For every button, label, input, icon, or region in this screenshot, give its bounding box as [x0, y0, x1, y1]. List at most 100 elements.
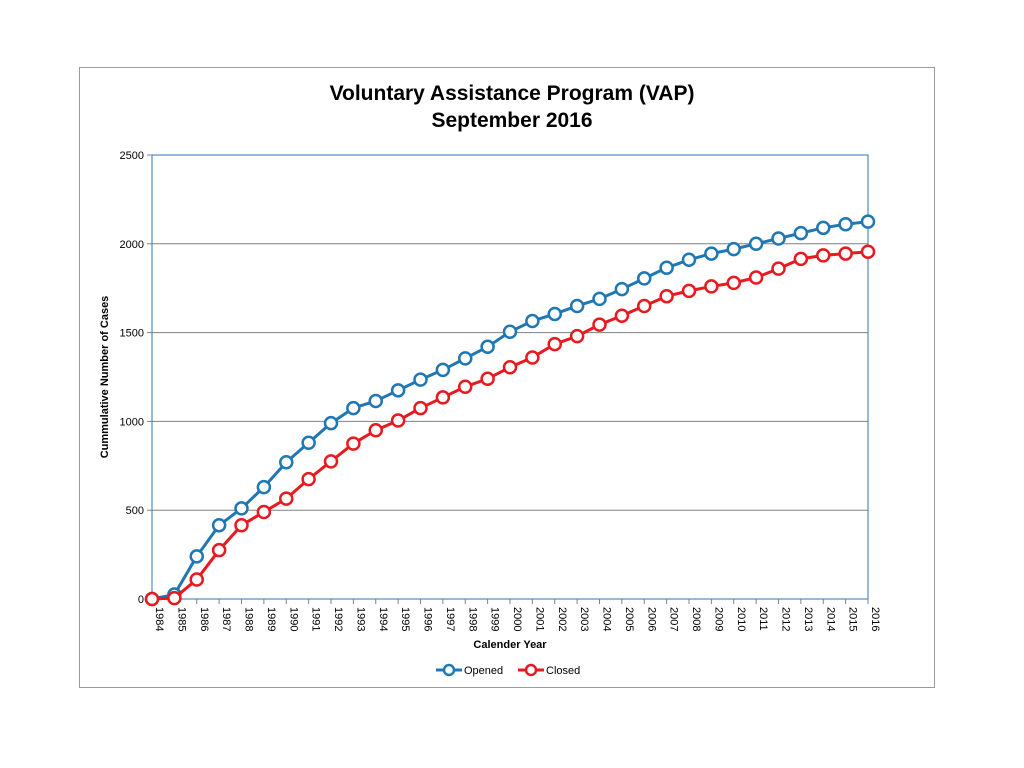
data-point — [211, 542, 227, 558]
data-point — [390, 383, 406, 398]
data-point — [816, 220, 831, 236]
legend-label: Opened — [464, 665, 503, 677]
data-point — [480, 371, 495, 387]
x-tick-label: 2014 — [824, 607, 836, 631]
data-point — [301, 471, 316, 487]
x-tick-label: 1998 — [466, 607, 478, 631]
data-point — [502, 324, 518, 339]
x-tick-label: 2010 — [735, 607, 747, 631]
x-tick-label: 2009 — [712, 607, 724, 631]
legend-swatch-marker — [524, 663, 538, 677]
data-point — [458, 351, 473, 366]
data-point — [838, 246, 853, 261]
x-tick-label: 2006 — [645, 607, 657, 631]
x-tick-label: 1985 — [175, 607, 187, 631]
x-axis: 1984 1985 1986 1987 1988 1989 1990 1991 1992 1993… — [151, 599, 881, 631]
data-point — [189, 572, 204, 587]
data-point — [234, 518, 249, 533]
data-point — [771, 261, 786, 276]
data-point — [860, 244, 876, 260]
data-point — [435, 390, 451, 405]
legend-label: Closed — [546, 665, 580, 677]
y-axis-label: Cummulative Number of Cases — [99, 296, 111, 459]
x-tick-label: 2012 — [780, 607, 792, 631]
data-point — [458, 379, 473, 395]
data-point — [637, 271, 652, 286]
data-point — [502, 359, 518, 375]
data-point — [256, 479, 272, 495]
data-point — [234, 501, 249, 516]
x-tick-label: 1991 — [310, 607, 322, 631]
data-point — [659, 288, 674, 304]
data-point — [547, 306, 562, 322]
data-point — [167, 590, 182, 606]
data-point — [435, 362, 451, 378]
x-tick-label: 2002 — [556, 607, 568, 631]
x-tick-label: 1999 — [489, 607, 501, 631]
y-tick-label: 1500 — [120, 328, 144, 340]
x-tick-label: 2013 — [802, 607, 814, 631]
data-point — [726, 241, 741, 257]
x-tick-label: 1984 — [153, 607, 165, 631]
data-point — [659, 260, 674, 276]
data-point — [189, 549, 204, 564]
x-tick-label: 2004 — [601, 607, 613, 631]
data-point — [346, 436, 361, 451]
data-point — [838, 217, 853, 232]
data-point — [547, 336, 562, 352]
data-point — [614, 281, 630, 297]
data-point — [279, 454, 294, 470]
data-point — [323, 454, 339, 469]
y-tick-label: 1000 — [120, 416, 144, 428]
data-point — [681, 283, 697, 299]
legend-swatch-marker — [442, 663, 456, 677]
data-point — [771, 231, 786, 246]
legend-item-opened: Opened — [436, 663, 503, 677]
data-point — [860, 214, 876, 229]
series-line — [151, 250, 869, 601]
data-point — [525, 313, 540, 329]
data-point — [323, 415, 339, 431]
data-point — [413, 372, 428, 387]
x-tick-label: 2003 — [578, 607, 590, 631]
x-tick-label: 1994 — [377, 607, 389, 631]
legend-item-closed: Closed — [518, 663, 580, 677]
data-point — [816, 248, 831, 263]
y-tick-label: 500 — [126, 505, 144, 517]
data-point — [592, 317, 607, 332]
chart-subtitle: September 2016 — [431, 109, 593, 132]
x-tick-label: 2001 — [533, 607, 545, 631]
x-tick-label: 2007 — [668, 607, 680, 631]
y-tick-label: 2500 — [120, 150, 144, 162]
data-point — [569, 298, 585, 314]
x-tick-label: 2011 — [757, 607, 769, 631]
x-tick-label: 1996 — [422, 607, 434, 631]
x-tick-label: 1993 — [354, 607, 366, 631]
series-opened — [144, 214, 876, 607]
x-tick-label: 2000 — [511, 607, 523, 631]
data-point — [592, 291, 607, 307]
data-point — [748, 236, 764, 252]
data-point — [614, 308, 630, 323]
x-tick-label: 2016 — [869, 607, 881, 631]
y-tick-label: 0 — [138, 594, 144, 606]
data-point — [368, 393, 383, 409]
x-tick-label: 1997 — [444, 607, 456, 631]
data-point — [368, 423, 383, 438]
x-tick-label: 1987 — [220, 607, 232, 631]
data-point — [637, 298, 652, 314]
x-tick-label: 2005 — [623, 607, 635, 631]
x-tick-label: 1992 — [332, 607, 344, 631]
chart-frame — [79, 67, 935, 688]
y-axis: 0 500 1000 1500 2000 2500 — [120, 150, 152, 606]
data-point — [346, 400, 361, 416]
x-tick-label: 2008 — [690, 607, 702, 631]
data-point — [256, 504, 272, 520]
data-point — [144, 591, 160, 607]
x-axis-label: Calender Year — [473, 639, 547, 651]
chart-title: Voluntary Assistance Program (VAP) — [329, 82, 695, 105]
series-group — [144, 214, 876, 607]
x-tick-label: 1986 — [198, 607, 210, 631]
data-point — [704, 246, 719, 261]
